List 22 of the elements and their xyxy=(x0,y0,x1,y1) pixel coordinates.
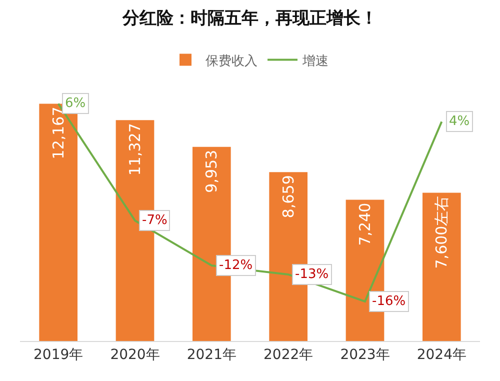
legend-label: 保费收入 xyxy=(206,54,258,69)
data-label: -7% xyxy=(142,213,168,228)
data-label: 4% xyxy=(449,114,470,129)
x-tick-label: 2024年 xyxy=(416,346,466,363)
x-tick-label: 2021年 xyxy=(186,346,236,363)
data-label: -12% xyxy=(219,258,253,273)
data-label: 8,659 xyxy=(279,175,298,218)
data-label: -16% xyxy=(372,294,406,309)
data-label: 12,167 xyxy=(49,106,68,160)
data-label: -13% xyxy=(295,267,329,282)
data-label: 11,327 xyxy=(126,123,144,176)
bar xyxy=(422,192,461,341)
x-tick-label: 2020年 xyxy=(110,346,160,363)
data-label: 7,240 xyxy=(356,202,374,246)
chart-title: 分红险：时隔五年，再现正增长！ xyxy=(122,8,378,28)
data-label: 9,953 xyxy=(202,150,221,193)
data-label: 6% xyxy=(65,96,86,111)
x-tick-label: 2023年 xyxy=(340,346,390,363)
legend-label: 增速 xyxy=(302,54,328,69)
data-label: 7,600左右 xyxy=(432,196,451,269)
x-tick-label: 2019年 xyxy=(34,346,84,363)
x-tick-label: 2022年 xyxy=(264,346,314,363)
